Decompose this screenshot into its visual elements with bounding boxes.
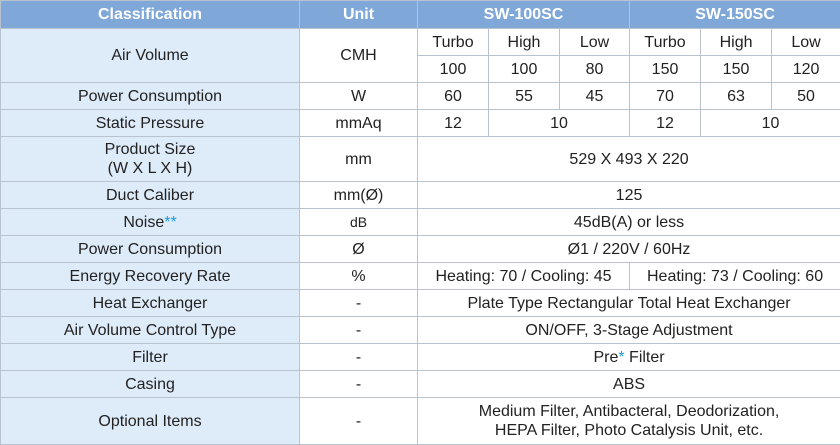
unit-power-supply: Ø — [299, 235, 418, 263]
row-noise: Noise** dB 45dB(A) or less — [0, 208, 840, 236]
airvol-sw100-turbo: 100 — [417, 55, 489, 83]
label-heat-exchanger: Heat Exchanger — [0, 289, 300, 317]
airvol-sw100-high: 100 — [488, 55, 560, 83]
row-heat-exchanger: Heat Exchanger - Plate Type Rectangular … — [0, 289, 840, 317]
power-sw150-low: 50 — [771, 82, 840, 110]
mode-sw100-turbo: Turbo — [417, 28, 489, 56]
label-power-supply: Power Consumption — [0, 235, 300, 263]
value-optional-items: Medium Filter, Antibacteral, Deodorizati… — [416, 397, 840, 445]
row-air-volume-control: Air Volume Control Type - ON/OFF, 3-Stag… — [0, 316, 840, 344]
unit-casing: - — [299, 370, 418, 398]
airvol-sw150-turbo: 150 — [629, 55, 702, 83]
noise-footnote-marker: ** — [164, 213, 177, 231]
unit-heat-exchanger: - — [299, 289, 418, 317]
energy-recovery-sw100: Heating: 70 / Cooling: 45 — [416, 262, 631, 290]
row-power-supply: Power Consumption Ø Ø1 / 220V / 60Hz — [0, 235, 840, 263]
label-energy-recovery: Energy Recovery Rate — [0, 262, 300, 290]
unit-air-volume: CMH — [299, 28, 418, 83]
row-product-size: Product Size (W X L X H) mm 529 X 493 X … — [0, 136, 840, 182]
label-air-volume-control: Air Volume Control Type — [0, 316, 300, 344]
pressure-sw100-turbo: 12 — [417, 109, 489, 137]
row-static-pressure: Static Pressure mmAq 12 10 12 10 — [0, 109, 840, 137]
label-casing: Casing — [0, 370, 300, 398]
header-row: Classification Unit SW-100SC SW-150SC — [0, 0, 840, 29]
value-optional-items-line2: HEPA Filter, Photo Catalysis Unit, etc. — [494, 422, 764, 439]
unit-power-consumption: W — [299, 82, 418, 110]
label-noise: Noise** — [0, 208, 300, 236]
unit-static-pressure: mmAq — [299, 109, 418, 137]
row-energy-recovery: Energy Recovery Rate % Heating: 70 / Coo… — [0, 262, 840, 290]
mode-sw150-low: Low — [771, 28, 840, 56]
row-air-volume-values: 100 100 80 150 150 120 — [1, 55, 840, 83]
label-optional-items: Optional Items — [0, 397, 300, 445]
unit-energy-recovery: % — [299, 262, 418, 290]
row-casing: Casing - ABS — [0, 370, 840, 398]
header-model-sw150sc: SW-150SC — [629, 0, 840, 29]
value-casing: ABS — [416, 370, 840, 398]
pressure-sw150-high-low: 10 — [700, 109, 840, 137]
label-power-consumption: Power Consumption — [0, 82, 300, 110]
label-filter: Filter — [0, 343, 300, 371]
header-model-sw100sc: SW-100SC — [416, 0, 631, 29]
value-duct-caliber: 125 — [416, 181, 840, 209]
value-heat-exchanger: Plate Type Rectangular Total Heat Exchan… — [416, 289, 840, 317]
value-filter-pre: Pre — [593, 348, 619, 366]
header-classification: Classification — [0, 0, 300, 29]
energy-recovery-sw150: Heating: 73 / Cooling: 60 — [629, 262, 840, 290]
value-product-size: 529 X 493 X 220 — [416, 136, 840, 182]
unit-product-size: mm — [299, 136, 418, 182]
label-product-size-line1: Product Size — [104, 141, 196, 158]
value-filter-post: Filter — [624, 348, 665, 366]
label-air-volume: Air Volume — [0, 28, 300, 83]
unit-filter: - — [299, 343, 418, 371]
label-product-size-line2: (W X L X H) — [107, 160, 193, 177]
row-filter: Filter - Pre* Filter — [0, 343, 840, 371]
filter-footnote-marker: * — [618, 348, 625, 366]
unit-optional-items: - — [299, 397, 418, 445]
mode-sw150-high: High — [700, 28, 773, 56]
airvol-sw100-low: 80 — [558, 55, 631, 83]
row-air-volume-modes: Air Volume CMH Turbo High Low Turbo High… — [0, 28, 840, 83]
power-sw150-high: 63 — [700, 82, 773, 110]
value-filter: Pre* Filter — [416, 343, 840, 371]
unit-duct-caliber: mm(Ø) — [299, 181, 418, 209]
row-duct-caliber: Duct Caliber mm(Ø) 125 — [0, 181, 840, 209]
pressure-sw100-high-low: 10 — [487, 109, 631, 137]
power-sw150-turbo: 70 — [629, 82, 702, 110]
row-optional-items: Optional Items - Medium Filter, Antibact… — [0, 397, 840, 445]
row-power-consumption: Power Consumption W 60 55 45 70 63 50 — [0, 82, 840, 110]
power-sw100-high: 55 — [488, 82, 560, 110]
power-sw100-low: 45 — [558, 82, 631, 110]
value-air-volume-control: ON/OFF, 3-Stage Adjustment — [416, 316, 840, 344]
mode-sw150-turbo: Turbo — [629, 28, 702, 56]
mode-sw100-low: Low — [558, 28, 631, 56]
unit-air-volume-control: - — [299, 316, 418, 344]
airvol-sw150-low: 120 — [771, 55, 840, 83]
label-product-size: Product Size (W X L X H) — [0, 136, 300, 182]
power-sw100-turbo: 60 — [417, 82, 489, 110]
mode-sw100-high: High — [488, 28, 560, 56]
pressure-sw150-turbo: 12 — [629, 109, 702, 137]
value-power-supply: Ø1 / 220V / 60Hz — [416, 235, 840, 263]
value-noise: 45dB(A) or less — [416, 208, 840, 236]
header-unit: Unit — [299, 0, 418, 29]
unit-noise: dB — [299, 208, 418, 236]
airvol-sw150-high: 150 — [700, 55, 773, 83]
label-static-pressure: Static Pressure — [0, 109, 300, 137]
label-noise-text: Noise — [123, 213, 165, 231]
label-duct-caliber: Duct Caliber — [0, 181, 300, 209]
value-optional-items-line1: Medium Filter, Antibacteral, Deodorizati… — [478, 403, 780, 420]
